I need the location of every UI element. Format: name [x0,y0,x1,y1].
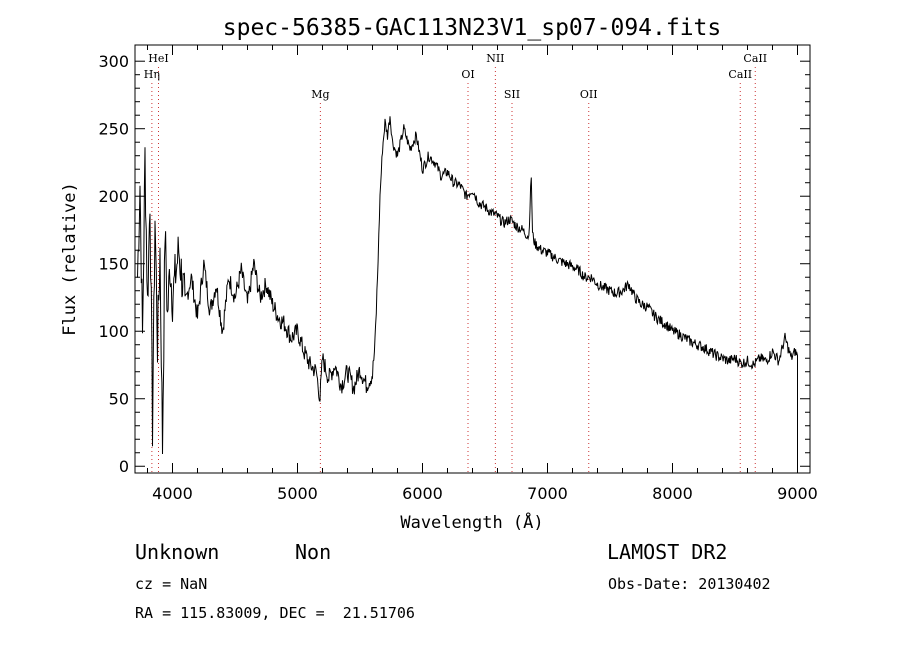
y-axis-label: Flux (relative) [60,182,80,336]
coordinates: RA = 115.83009, DEC = 21.51706 [135,604,415,622]
line-marker-label: CaII [728,68,752,81]
chart-title: spec-56385-GAC113N23V1_sp07-094.fits [223,15,722,41]
axis-ticks: 4000 5000 6000 7000 8000 9000 0 50 100 150 200 250 3… [98,45,818,503]
x-tick-label: 6000 [402,484,443,503]
x-axis-label: Wavelength (Å) [400,511,543,533]
survey-name: LAMOST DR2 [607,540,728,564]
y-tick-label: 100 [98,322,129,341]
x-tick-label: 9000 [777,484,818,503]
y-tick-label: 0 [119,457,129,476]
object-subclass: Non [295,540,332,564]
y-tick-label: 150 [98,255,129,274]
emission-line-markers: HeI Hη Mg OI NII SII OII CaII CaII [144,52,767,473]
line-marker-label: NII [486,52,504,65]
object-class: Unknown [135,540,220,564]
x-tick-label: 4000 [152,484,193,503]
y-tick-label: 200 [98,187,129,206]
line-marker-label: HeI [148,52,168,65]
line-marker-label: Mg [311,88,329,101]
y-tick-label: 250 [98,120,129,139]
line-marker-label: SII [504,88,520,101]
spectrum-line [137,116,798,473]
y-tick-label: 50 [109,390,129,409]
x-tick-label: 7000 [527,484,568,503]
x-tick-label: 5000 [277,484,318,503]
x-tick-label: 8000 [652,484,693,503]
obs-date: Obs-Date: 20130402 [608,575,771,593]
line-marker-label: CaII [743,52,767,65]
line-marker-label: Hη [144,68,160,81]
plot-frame [134,44,811,474]
redshift-cz: cz = NaN [135,575,208,593]
line-marker-label: OII [580,88,598,101]
line-marker-label: OI [461,68,474,81]
y-tick-label: 300 [98,52,129,71]
